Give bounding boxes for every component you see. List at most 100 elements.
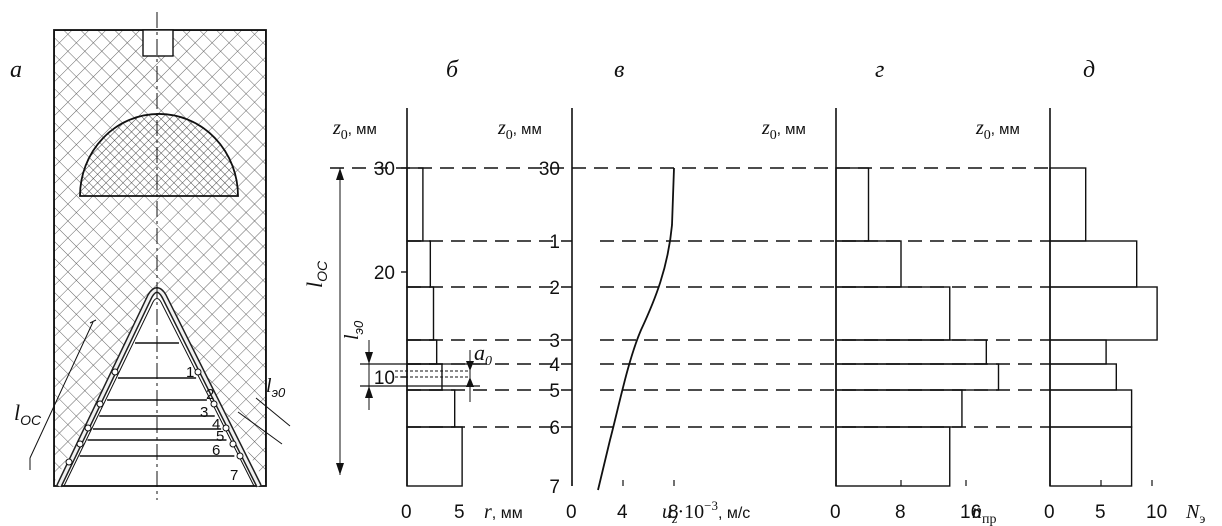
liner-section-number: 4 (212, 416, 220, 433)
panel-d-x-tick-label: 0 (1044, 502, 1055, 523)
liner-point-marker (210, 400, 218, 408)
panel-d-bar (1049, 339, 1107, 365)
panel-v-section-label: 5 (549, 381, 560, 402)
panel-v-ticks: 0 4 8 30 1 2 3 4 5 6 7 (539, 159, 679, 523)
panel-v-z-tick-label: 30 (539, 159, 560, 180)
panel-v: в z0, мм 0 4 8 30 1 2 3 4 5 6 7 uz·10−3, м/с (497, 57, 750, 526)
panel-d-bar (1049, 363, 1118, 391)
panel-b-bar (406, 286, 435, 341)
panel-a-loc-label: lОС (14, 400, 42, 428)
panel-b-x-tick-label: 5 (454, 502, 465, 523)
panel-b-bars (406, 167, 463, 487)
panel-b-bar (406, 389, 456, 428)
panel-b-a0-label: a0 (474, 340, 492, 369)
panel-v-label: в (614, 57, 624, 83)
panel-b-z-tick-label: 10 (374, 368, 395, 389)
panel-a-label: а (10, 57, 22, 83)
liner-point-marker (229, 440, 237, 448)
panel-g: г z0, мм 0 8 16 nпр (761, 57, 1000, 526)
panel-d: д z0, мм 0 5 10 Nэ (975, 57, 1205, 526)
liner-section-number: 1 (186, 364, 194, 381)
panel-a-le0-label: lэ0 (266, 375, 286, 400)
liner-section-number: 3 (200, 404, 208, 421)
panel-b-loc-label: lОС (302, 260, 330, 288)
liner-section-number: 6 (212, 442, 220, 459)
panel-g-bars (835, 167, 1000, 487)
l-oc-dimension: lОС (14, 319, 97, 470)
panel-v-section-label: 3 (549, 331, 560, 352)
panel-b-z-tick-label: 20 (374, 263, 395, 284)
liner-point-marker (111, 368, 119, 376)
liner-point-marker (65, 458, 73, 466)
panel-b-le0-label: lэ0 (341, 320, 366, 340)
panel-g-x-tick-label: 8 (895, 502, 906, 523)
panel-d-label: д (1083, 57, 1095, 83)
l-e0-dimension: lэ0 (237, 375, 291, 445)
panel-g-bar (835, 167, 870, 242)
panel-g-ticks: 0 8 16 (830, 480, 981, 523)
liner-point-marker (76, 440, 84, 448)
panel-d-bars (1049, 167, 1158, 487)
liner-point-marker (84, 424, 92, 432)
panel-g-bar (835, 286, 951, 341)
panel-g-bar (835, 363, 1000, 391)
panel-v-section-label: 2 (549, 278, 560, 299)
panel-v-x-tick-label: 4 (617, 502, 628, 523)
panel-g-label: г (875, 57, 884, 83)
panel-b-bar (406, 339, 438, 365)
panel-b-z-tick-label: 30 (374, 159, 395, 180)
panel-d-x-label: Nэ (1185, 501, 1205, 526)
panel-b-bar (406, 240, 432, 288)
panel-g-x-tick-label: 0 (830, 502, 841, 523)
panel-v-velocity-curve (597, 167, 675, 491)
panel-g-x-tick-label: 16 (960, 502, 981, 523)
panel-b-bar (406, 167, 424, 242)
panel-g-bar (835, 240, 902, 288)
lens-dome (79, 113, 239, 197)
panel-d-bar (1049, 426, 1133, 487)
liner-point-marker (222, 424, 230, 432)
liner-point-marker (194, 368, 202, 376)
panel-b-loc-dimension: lОС (302, 168, 344, 475)
panel-b-ticks: 30 20 10 0 5 (374, 159, 465, 523)
panel-d-x-tick-label: 10 (1146, 502, 1167, 523)
panel-g-bar (835, 426, 951, 487)
panel-b-le0-dimension: lэ0 (341, 320, 480, 410)
panel-b-x-tick-label: 0 (401, 502, 412, 523)
panel-d-bar (1049, 389, 1133, 428)
liner-section-number: 2 (206, 386, 214, 403)
panel-d-x-tick-label: 5 (1095, 502, 1106, 523)
panel-v-x-tick-label: 8 (668, 502, 679, 523)
panel-g-x-label: nпр (972, 501, 997, 526)
panel-b-label: б (446, 57, 459, 83)
panel-g-bar (835, 389, 963, 428)
panel-d-bar (1049, 240, 1138, 288)
panel-d-ticks: 0 5 10 (1044, 480, 1167, 523)
panel-b-bar (406, 426, 463, 487)
panel-v-section-label: 1 (549, 232, 560, 253)
panel-b-x-label: r, мм (484, 501, 523, 523)
panel-b-z-label: z0, мм (332, 117, 377, 143)
panel-d-bar (1049, 167, 1087, 242)
panel-v-x-tick-label: 0 (566, 502, 577, 523)
section-dashed-lines (330, 167, 1050, 428)
panel-g-bar (835, 339, 988, 365)
panel-v-section-label: 7 (549, 477, 560, 498)
panel-v-section-label: 6 (549, 418, 560, 439)
panel-b: б z0, мм 30 20 10 0 5 lОС lэ0 a0 (302, 57, 523, 523)
liner-section-number: 7 (230, 467, 238, 484)
panel-v-z-label: z0, мм (497, 117, 542, 143)
panel-d-z-label: z0, мм (975, 117, 1020, 143)
panel-v-section-label: 4 (549, 355, 560, 376)
panel-b-a0-dimension: a0 (466, 340, 492, 402)
panel-g-z-label: z0, мм (761, 117, 806, 143)
liner-section-number: 5 (216, 428, 224, 445)
panel-d-bar (1049, 286, 1158, 341)
panel-v-x-label: uz·10−3, м/с (662, 498, 750, 526)
charge-body (54, 30, 266, 486)
liner-point-marker (236, 452, 244, 460)
